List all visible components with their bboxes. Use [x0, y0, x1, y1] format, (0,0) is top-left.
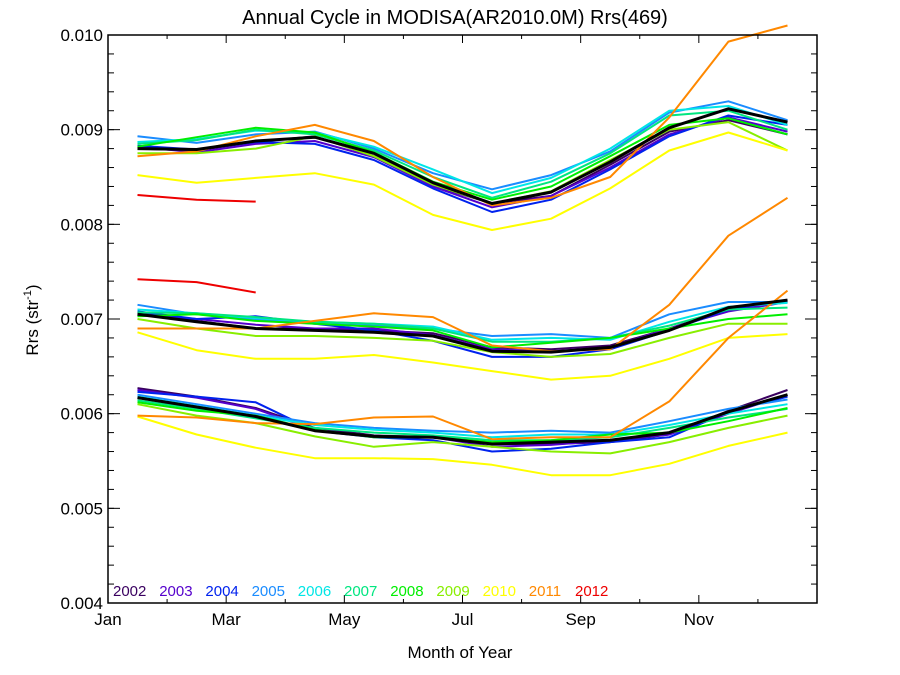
x-tick-labels: Jan Mar May Jul Sep Nov: [94, 610, 714, 629]
y-axis-label-superscript: -1: [22, 290, 34, 300]
series-line-2007-group-3: [137, 399, 788, 442]
y-axis-label: Rrs (str-1): [22, 284, 42, 355]
legend-item-2003: 2003: [159, 583, 192, 600]
series-line-2007-group-2: [137, 306, 788, 343]
legend: 2002 2003 2004 2005 2006 2007 2008 2009 2010 2011…: [113, 583, 608, 600]
legend-item-2010: 2010: [483, 583, 516, 600]
mean-line-group-1: [137, 107, 788, 205]
y-tick-label: 0.005: [60, 499, 103, 518]
mean-lines: [137, 107, 788, 446]
series-line-2011-group-2: [137, 196, 789, 353]
series-line-2011-group-3: [137, 289, 789, 441]
series-line-2010-group-2: [137, 331, 788, 381]
legend-item-2007: 2007: [344, 583, 377, 600]
x-tick-label: Jul: [452, 610, 474, 629]
series-line-2007-group-1: [137, 109, 788, 199]
y-axis-label-close: ): [23, 284, 42, 290]
legend-item-2012: 2012: [575, 583, 608, 600]
x-tick-label: Sep: [566, 610, 596, 629]
series-line-2012-group-2: [137, 278, 256, 294]
series-line-2009-group-2: [137, 318, 788, 358]
series-line-2005-group-3: [137, 393, 788, 434]
series-lines: [137, 24, 789, 477]
series-line-2012-group-1: [137, 194, 256, 203]
x-tick-label: Mar: [212, 610, 242, 629]
legend-item-2005: 2005: [252, 583, 285, 600]
y-tick-label: 0.008: [60, 215, 103, 234]
legend-item-2002: 2002: [113, 583, 146, 600]
y-tick-labels: 0.004 0.005 0.006 0.007 0.008 0.009 0.010: [60, 26, 103, 613]
series-line-2010-group-3: [137, 415, 788, 477]
x-axis-label: Month of Year: [408, 643, 513, 662]
series-line-2003-group-1: [137, 116, 788, 209]
y-axis-label-main: Rrs (str: [23, 300, 42, 356]
x-tick-label: May: [328, 610, 361, 629]
y-tick-label: 0.009: [60, 121, 103, 140]
x-tick-label: Nov: [684, 610, 715, 629]
mean-line-group-3: [137, 393, 788, 446]
chart-title: Annual Cycle in MODISA(AR2010.0M) Rrs(46…: [242, 7, 668, 29]
series-line-2004-group-3: [137, 390, 788, 453]
series-line-2010-group-1: [137, 131, 788, 231]
legend-item-2009: 2009: [436, 583, 469, 600]
plot-frame: [107, 34, 818, 604]
y-tick-label: 0.004: [60, 594, 103, 613]
legend-item-2004: 2004: [205, 583, 238, 600]
x-tick-label: Jan: [94, 610, 121, 629]
y-tick-label: 0.010: [60, 26, 103, 45]
y-tick-label: 0.007: [60, 310, 103, 329]
legend-item-2006: 2006: [298, 583, 331, 600]
legend-item-2008: 2008: [390, 583, 423, 600]
series-line-2011-group-1: [137, 24, 788, 207]
legend-item-2011: 2011: [529, 583, 561, 600]
mean-line-group-2: [137, 298, 788, 354]
y-tick-label: 0.006: [60, 405, 103, 424]
